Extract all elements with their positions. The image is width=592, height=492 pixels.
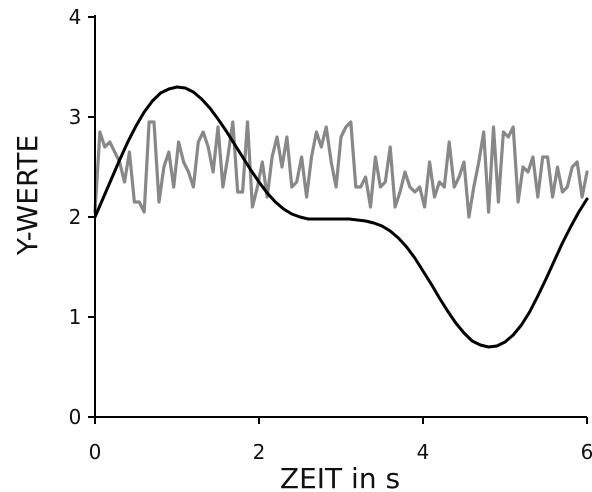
x-tick-label: 6 <box>581 440 592 464</box>
y-tick-label: 2 <box>69 205 82 229</box>
y-tick-label: 0 <box>69 405 82 429</box>
axes <box>94 15 587 418</box>
series-line-1 <box>93 85 589 349</box>
y-tick-label: 4 <box>69 5 82 29</box>
x-tick-label: 2 <box>253 440 266 464</box>
y-tick-label: 3 <box>69 105 82 129</box>
x-tick-label: 4 <box>417 440 430 464</box>
ticks: 0 1 2 3 4 0 2 4 6 <box>69 5 592 464</box>
x-tick-label: 0 <box>89 440 102 464</box>
series-layer <box>93 85 589 349</box>
y-tick-label: 1 <box>69 305 82 329</box>
series-line-0 <box>93 120 589 219</box>
y-axis-title: Y-WERTE <box>11 135 44 256</box>
x-axis-title: ZEIT in s <box>280 462 400 492</box>
